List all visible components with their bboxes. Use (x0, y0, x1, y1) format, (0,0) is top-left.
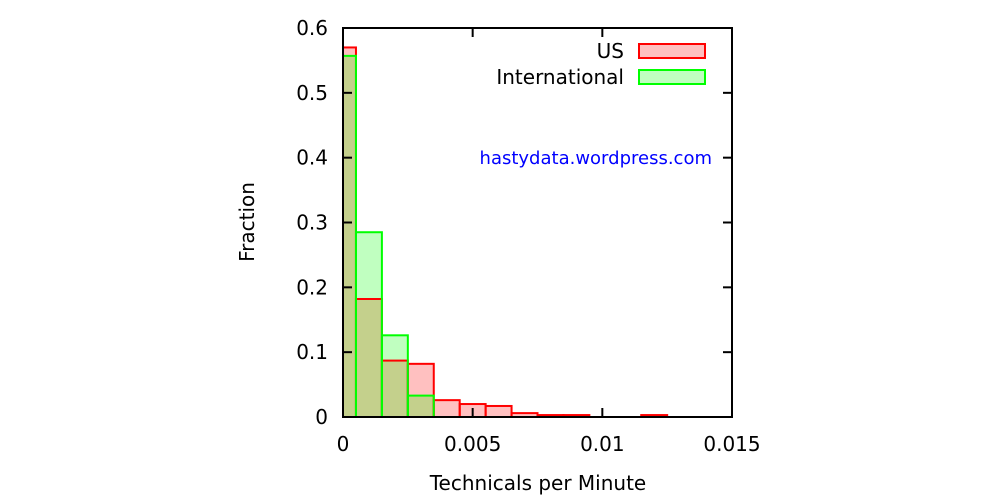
bar-us (433, 400, 460, 417)
legend-label: International (496, 65, 624, 89)
axes-layer (342, 27, 733, 418)
bar-overlap (355, 299, 382, 417)
tick-labels-layer: 0 0.1 0.2 0.3 0.4 0.5 0.6 0 0.005 0.01 0.015 (296, 16, 760, 456)
y-tick-label: 0.1 (296, 340, 328, 364)
legend-swatch-international (638, 69, 706, 85)
bar-us (511, 413, 538, 417)
bar-overlap (381, 360, 408, 417)
y-tick-label: 0.5 (296, 81, 328, 105)
x-tick-label: 0.015 (703, 432, 760, 456)
legend-label: US (597, 39, 624, 63)
bar-overlap (343, 55, 356, 418)
y-axis-label: Fraction (235, 182, 259, 262)
x-tick-label: 0.01 (580, 432, 625, 456)
y-tick-label: 0.6 (296, 16, 328, 40)
y-tick-label: 0.4 (296, 146, 328, 170)
x-tick-label: 0.005 (444, 432, 501, 456)
bar-overlap (407, 395, 434, 417)
bar-us (485, 405, 512, 417)
legend-swatch-us (638, 43, 706, 59)
overlap-layer (343, 55, 434, 418)
x-tick-label: 0 (337, 432, 350, 456)
outlines-layer (342, 46, 669, 419)
x-axis-label: Technicals per Minute (429, 471, 647, 495)
y-tick-label: 0.3 (296, 211, 328, 235)
y-tick-label: 0 (315, 405, 328, 429)
watermark-annotation: hastydata.wordpress.com (480, 148, 712, 169)
y-tick-label: 0.2 (296, 275, 328, 299)
